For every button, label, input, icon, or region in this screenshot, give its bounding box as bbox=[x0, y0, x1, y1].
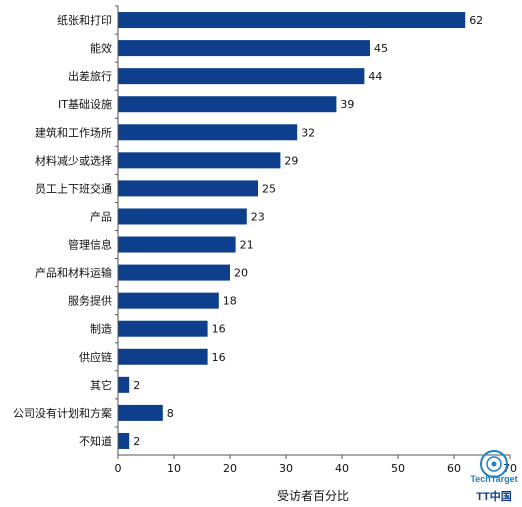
bar bbox=[118, 152, 281, 169]
x-tick-label: 30 bbox=[279, 462, 293, 475]
bar bbox=[118, 208, 247, 225]
bar bbox=[118, 236, 236, 253]
bar-value-label: 39 bbox=[340, 98, 354, 111]
bars-layer: 62 纸张和打印 45 能效 44 出差旅行 39 IT基础设施 32 建筑和工作场所 29 材料减少… bbox=[13, 5, 483, 449]
x-tick-label: 60 bbox=[447, 462, 461, 475]
bar-value-label: 45 bbox=[374, 42, 388, 55]
category-label: IT基础设施 bbox=[58, 98, 112, 111]
x-axis: 0 10 20 30 40 50 60 70 bbox=[115, 6, 517, 475]
x-tick-label: 50 bbox=[391, 462, 405, 475]
category-label: 员工上下班交通 bbox=[35, 181, 112, 195]
category-label: 材料减少或选择 bbox=[35, 153, 112, 167]
category-label: 产品和材料运输 bbox=[35, 266, 112, 280]
bar-value-label: 2 bbox=[133, 379, 140, 392]
bar-value-label: 2 bbox=[133, 435, 140, 448]
bar-value-label: 8 bbox=[167, 407, 174, 420]
bar-value-label: 25 bbox=[262, 182, 276, 195]
x-tick-label: 10 bbox=[167, 462, 181, 475]
category-label: 公司没有计划和方案 bbox=[13, 406, 112, 420]
category-label: 制造 bbox=[90, 322, 112, 336]
category-label: 能效 bbox=[90, 41, 112, 55]
category-label: 管理信息 bbox=[68, 238, 112, 252]
category-label: 纸张和打印 bbox=[57, 13, 112, 27]
bar bbox=[118, 68, 365, 85]
bar bbox=[118, 124, 298, 141]
bar-value-label: 16 bbox=[212, 351, 226, 364]
category-label: 产品 bbox=[90, 209, 112, 223]
logo-line2: TT中国 bbox=[476, 489, 511, 503]
x-axis-title: 受访者百分比 bbox=[277, 489, 349, 503]
bar-value-label: 23 bbox=[251, 210, 265, 223]
bar-value-label: 16 bbox=[212, 323, 226, 336]
bar-value-label: 21 bbox=[240, 239, 254, 252]
bar bbox=[118, 292, 219, 309]
category-label: 出差旅行 bbox=[68, 69, 112, 83]
bar-value-label: 18 bbox=[223, 295, 237, 308]
bar bbox=[118, 264, 230, 281]
bar bbox=[118, 12, 466, 29]
bar bbox=[118, 180, 258, 197]
category-label: 供应链 bbox=[79, 350, 112, 364]
bar-value-label: 62 bbox=[469, 14, 483, 27]
logo-line1: TechTarget bbox=[470, 474, 517, 484]
bar bbox=[118, 348, 208, 365]
bar bbox=[118, 40, 370, 57]
bar-value-label: 29 bbox=[284, 154, 298, 167]
bar-value-label: 44 bbox=[368, 70, 382, 83]
category-label: 服务提供 bbox=[68, 294, 112, 308]
bar bbox=[118, 432, 130, 449]
category-label: 其它 bbox=[90, 378, 112, 392]
bar bbox=[118, 320, 208, 337]
bar bbox=[118, 404, 163, 421]
bar bbox=[118, 96, 337, 113]
bar-value-label: 32 bbox=[301, 126, 315, 139]
category-label: 建筑和工作场所 bbox=[35, 125, 112, 139]
x-tick-label: 0 bbox=[115, 462, 122, 475]
x-tick-label: 40 bbox=[335, 462, 349, 475]
techtarget-logo: TechTarget TT中国 bbox=[470, 450, 518, 503]
bar bbox=[118, 376, 130, 393]
bar-value-label: 20 bbox=[234, 267, 248, 280]
x-tick-label: 20 bbox=[223, 462, 237, 475]
category-label: 不知道 bbox=[79, 434, 112, 448]
